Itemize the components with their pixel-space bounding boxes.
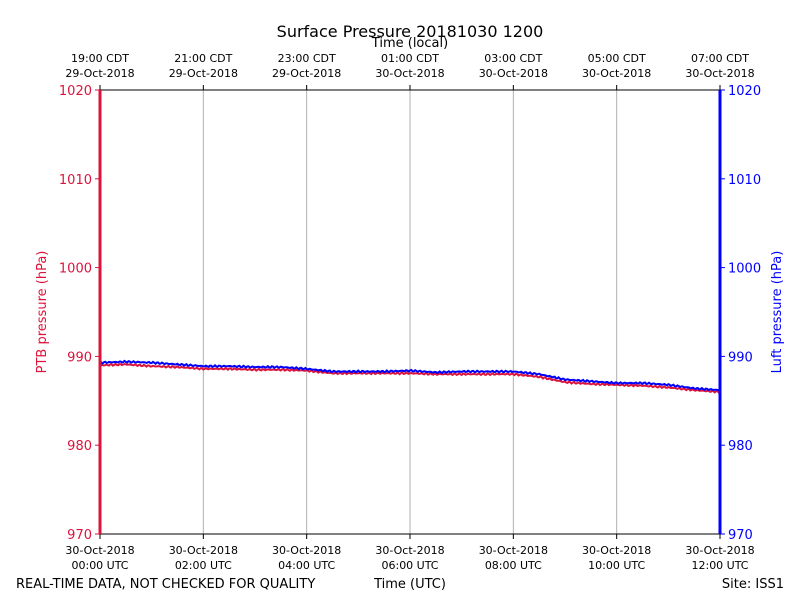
bottom-x-tick-date-5: 30-Oct-2018 bbox=[582, 544, 651, 557]
bottom-x-tick-time-6: 12:00 UTC bbox=[691, 559, 748, 572]
top-x-tick-time-0: 19:00 CDT bbox=[71, 52, 129, 65]
left-y-tick-label-2: 990 bbox=[67, 350, 92, 365]
top-x-tick-date-2: 29-Oct-2018 bbox=[272, 67, 341, 80]
grid-lines bbox=[202, 90, 618, 534]
top-x-tick-time-6: 07:00 CDT bbox=[691, 52, 749, 65]
left-y-tick-label-4: 1010 bbox=[59, 173, 92, 188]
right-y-tick-label-5: 1020 bbox=[728, 84, 761, 99]
bottom-x-tick-time-0: 00:00 UTC bbox=[71, 559, 128, 572]
top-x-tick-time-1: 21:00 CDT bbox=[174, 52, 232, 65]
series-line-ptb-pressure bbox=[99, 362, 721, 394]
left-y-tick-label-0: 970 bbox=[67, 528, 92, 543]
bottom-x-tick-date-4: 30-Oct-2018 bbox=[479, 544, 548, 557]
right-axis-label: Luft pressure (hPa) bbox=[770, 251, 785, 374]
top-x-tick-time-3: 01:00 CDT bbox=[381, 52, 439, 65]
bottom-x-tick-date-2: 30-Oct-2018 bbox=[272, 544, 341, 557]
right-y-tick-label-2: 990 bbox=[728, 350, 753, 365]
bottom-x-tick-time-2: 04:00 UTC bbox=[278, 559, 335, 572]
top-axis-label: Time (local) bbox=[371, 36, 448, 51]
left-y-tick-label-1: 980 bbox=[67, 439, 92, 454]
right-y-tick-label-0: 970 bbox=[728, 528, 753, 543]
series-lines bbox=[99, 359, 721, 394]
bottom-x-tick-time-3: 06:00 UTC bbox=[381, 559, 438, 572]
bottom-x-tick-date-6: 30-Oct-2018 bbox=[685, 544, 754, 557]
left-y-tick-label-5: 1020 bbox=[59, 84, 92, 99]
bottom-x-tick-time-5: 10:00 UTC bbox=[588, 559, 645, 572]
tick-labels: 970 970 980 980 990 990 1000 1000 1010 1010 1020 10… bbox=[59, 52, 761, 572]
bottom-x-tick-date-3: 30-Oct-2018 bbox=[375, 544, 444, 557]
right-y-tick-label-4: 1010 bbox=[728, 173, 761, 188]
bottom-x-tick-time-4: 08:00 UTC bbox=[485, 559, 542, 572]
series-line-luft-pressure bbox=[99, 359, 721, 392]
top-x-tick-time-5: 05:00 CDT bbox=[588, 52, 646, 65]
top-x-tick-date-3: 30-Oct-2018 bbox=[375, 67, 444, 80]
bottom-x-tick-date-1: 30-Oct-2018 bbox=[169, 544, 238, 557]
chart-title: Surface Pressure 20181030 1200 bbox=[277, 22, 544, 41]
right-y-tick-label-1: 980 bbox=[728, 439, 753, 454]
quality-disclaimer: REAL-TIME DATA, NOT CHECKED FOR QUALITY bbox=[16, 577, 315, 592]
right-y-tick-label-3: 1000 bbox=[728, 262, 761, 277]
left-y-tick-label-3: 1000 bbox=[59, 262, 92, 277]
top-x-tick-date-5: 30-Oct-2018 bbox=[582, 67, 651, 80]
left-axis-label: PTB pressure (hPa) bbox=[35, 251, 50, 374]
top-x-tick-date-0: 29-Oct-2018 bbox=[65, 67, 134, 80]
top-x-tick-time-2: 23:00 CDT bbox=[278, 52, 336, 65]
top-x-tick-date-1: 29-Oct-2018 bbox=[169, 67, 238, 80]
top-x-tick-date-6: 30-Oct-2018 bbox=[685, 67, 754, 80]
bottom-x-tick-time-1: 02:00 UTC bbox=[175, 559, 232, 572]
site-label: Site: ISS1 bbox=[722, 577, 784, 592]
top-x-tick-date-4: 30-Oct-2018 bbox=[479, 67, 548, 80]
top-x-tick-time-4: 03:00 CDT bbox=[484, 52, 542, 65]
bottom-x-tick-date-0: 30-Oct-2018 bbox=[65, 544, 134, 557]
bottom-axis-label: Time (UTC) bbox=[373, 577, 446, 592]
